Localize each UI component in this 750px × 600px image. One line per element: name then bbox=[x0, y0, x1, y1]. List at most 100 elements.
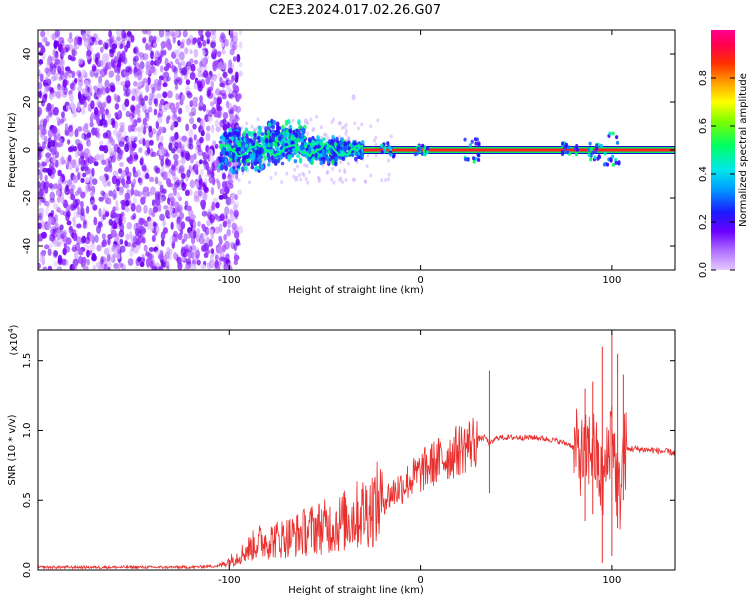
heatmap-cell bbox=[121, 178, 126, 186]
heatmap-cell bbox=[216, 72, 221, 79]
heatmap-cell bbox=[229, 48, 235, 56]
colorbar-tick-label: 0.2 bbox=[698, 214, 709, 230]
heatmap-cell bbox=[165, 178, 172, 186]
heatmap-cell bbox=[226, 121, 230, 129]
heatmap-cell bbox=[185, 173, 189, 182]
heatmap-track bbox=[224, 143, 229, 148]
heatmap-cell bbox=[130, 202, 136, 212]
heatmap-cell bbox=[338, 168, 342, 173]
heatmap-cell bbox=[614, 160, 618, 165]
heatmap-cell bbox=[299, 144, 304, 150]
heatmap-cell bbox=[272, 120, 277, 126]
heatmap-cell bbox=[160, 171, 164, 177]
heatmap-cell bbox=[78, 157, 84, 165]
heatmap-cell bbox=[158, 78, 162, 87]
heatmap-cell bbox=[169, 197, 176, 203]
heatmap-cell bbox=[170, 221, 174, 230]
heatmap-cell bbox=[222, 112, 229, 119]
heatmap-track bbox=[330, 145, 334, 149]
heatmap-cell bbox=[125, 171, 132, 178]
heatmap-cell bbox=[296, 154, 300, 158]
heatmap-cell bbox=[463, 137, 467, 142]
heatmap-cell bbox=[84, 236, 91, 245]
heatmap-cell bbox=[296, 137, 300, 143]
heatmap-cell bbox=[172, 146, 178, 152]
heatmap-cell bbox=[215, 126, 221, 133]
heatmap-cell bbox=[189, 71, 196, 80]
heatmap-track bbox=[352, 145, 357, 151]
heatmap-cell bbox=[315, 140, 320, 145]
heatmap-cell bbox=[189, 154, 194, 164]
heatmap-cell bbox=[106, 94, 112, 104]
heatmap-cell bbox=[83, 148, 90, 155]
heatmap-cell bbox=[49, 61, 54, 69]
heatmap-cell bbox=[91, 178, 98, 185]
heatmap-cell bbox=[74, 242, 81, 252]
heatmap-cell bbox=[120, 136, 126, 145]
heatmap-cell bbox=[316, 134, 320, 141]
heatmap-cell bbox=[176, 216, 181, 224]
heatmap-cell bbox=[603, 151, 607, 156]
heatmap-cell bbox=[225, 196, 232, 206]
heatmap-cell bbox=[72, 199, 77, 206]
heatmap-cell bbox=[330, 177, 334, 182]
heatmap-cell bbox=[118, 152, 123, 160]
heatmap-cell bbox=[113, 93, 117, 101]
heatmap-cell bbox=[228, 88, 233, 94]
heatmap-track bbox=[234, 150, 238, 156]
heatmap-cell bbox=[193, 153, 197, 160]
heatmap-cell bbox=[185, 205, 192, 212]
heatmap-cell bbox=[269, 176, 273, 181]
heatmap-cell bbox=[200, 119, 206, 129]
heatmap-cell bbox=[122, 32, 128, 38]
heatmap-cell bbox=[204, 172, 209, 178]
heatmap-cell bbox=[366, 153, 370, 158]
heatmap-cell bbox=[52, 183, 59, 190]
heatmap-cell bbox=[229, 167, 234, 173]
heatmap-track bbox=[331, 146, 336, 151]
heatmap-cell bbox=[174, 78, 179, 86]
heatmap-cell bbox=[49, 198, 55, 204]
heatmap-cell bbox=[116, 146, 121, 154]
heatmap-cell bbox=[203, 159, 208, 165]
heatmap-cell bbox=[257, 169, 261, 173]
heatmap-cell bbox=[128, 249, 134, 257]
heatmap-cell bbox=[173, 132, 178, 141]
heatmap-cell bbox=[199, 136, 204, 144]
heatmap-cell bbox=[171, 121, 175, 130]
heatmap-cell bbox=[170, 200, 175, 207]
heatmap-cell bbox=[413, 152, 418, 157]
heatmap-cell bbox=[231, 74, 235, 83]
heatmap-cell bbox=[181, 135, 188, 142]
heatmap-cell bbox=[575, 147, 579, 152]
heatmap-track bbox=[345, 153, 349, 156]
heatmap-cell bbox=[97, 220, 103, 227]
heatmap-cell bbox=[132, 196, 137, 205]
heatmap-cell bbox=[180, 145, 185, 154]
heatmap-cell bbox=[233, 209, 239, 218]
heatmap-track bbox=[295, 146, 299, 151]
heatmap-cell bbox=[472, 159, 476, 164]
heatmap-cell bbox=[108, 147, 114, 157]
heatmap-cell bbox=[220, 163, 224, 171]
heatmap-cell bbox=[193, 101, 198, 108]
heatmap-cell bbox=[91, 252, 97, 261]
heatmap-cell bbox=[201, 58, 207, 68]
heatmap-cell bbox=[96, 100, 102, 108]
heatmap-track bbox=[339, 154, 343, 157]
heatmap-cell bbox=[219, 213, 225, 222]
heatmap-cell bbox=[77, 255, 84, 264]
heatmap-cell bbox=[179, 99, 184, 106]
heatmap-cell bbox=[114, 248, 118, 256]
heatmap-cell bbox=[48, 182, 54, 189]
heatmap-cell bbox=[343, 142, 347, 147]
heatmap-cell bbox=[126, 40, 131, 49]
heatmap-cell bbox=[307, 169, 311, 174]
heatmap-cell bbox=[149, 186, 156, 195]
heatmap-cell bbox=[567, 145, 571, 150]
heatmap-cell bbox=[44, 93, 48, 99]
heatmap-cell bbox=[344, 131, 348, 136]
heatmap-cell bbox=[224, 206, 230, 216]
heatmap-cell bbox=[73, 158, 77, 165]
heatmap-cell bbox=[125, 233, 130, 241]
